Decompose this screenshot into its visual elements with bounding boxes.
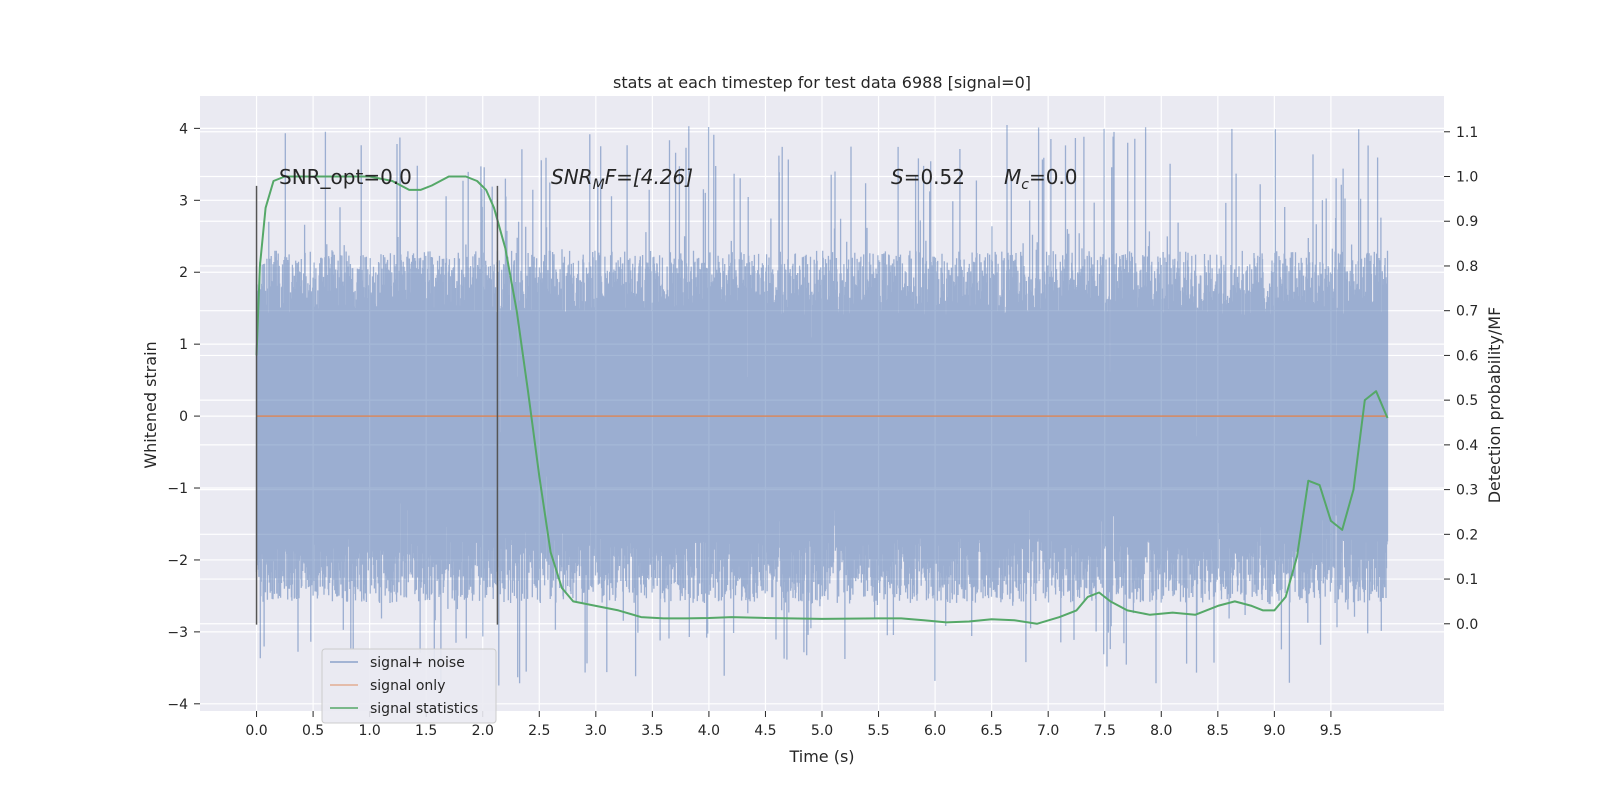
y-left-tick-label: 3	[179, 193, 188, 209]
y-right-axis-label: Detection probability/MF	[1485, 307, 1504, 504]
y-left-axis-label: Whitened strain	[141, 341, 160, 468]
x-tick-label: 3.5	[641, 723, 663, 739]
annotation-snr-mf-base: SNR	[551, 165, 593, 189]
y-left-tick-label: −1	[167, 481, 188, 497]
x-tick-label: 0.5	[302, 723, 324, 739]
annotation-s-value: =0.52	[904, 165, 965, 189]
x-tick-label: 4.0	[698, 723, 720, 739]
x-axis-label: Time (s)	[788, 747, 854, 766]
marker-lines	[255, 185, 499, 625]
x-tick-label: 5.5	[867, 723, 889, 739]
y-left-tick-label: −3	[167, 625, 188, 641]
y-right-tick-label: 0.1	[1456, 572, 1478, 588]
x-tick-label: 7.0	[1037, 723, 1059, 739]
chart-title: stats at each timestep for test data 698…	[613, 73, 1031, 92]
annotation-s-label: S	[891, 165, 904, 189]
y-right-tick-label: 0.6	[1456, 348, 1478, 364]
y-right-tick-label: 0.2	[1456, 527, 1478, 543]
x-tick-label: 5.0	[811, 723, 833, 739]
legend-label-signal-statistics: signal statistics	[370, 701, 478, 717]
x-tick-label: 4.5	[754, 723, 776, 739]
x-tick-label: 1.0	[359, 723, 381, 739]
x-tick-label: 2.5	[528, 723, 550, 739]
y-left-tick-label: −4	[167, 697, 188, 713]
y-left-tick-label: −2	[167, 553, 188, 569]
annotation-snr-mf-sub: M	[593, 177, 605, 193]
annotation-mc-value: =0.0	[1029, 165, 1078, 189]
series-signal-statistics	[255, 175, 1389, 625]
y-right-tick-label: 0.3	[1456, 483, 1478, 499]
annotation-mc: Mc=0.0	[1004, 165, 1078, 193]
legend-box	[321, 648, 497, 724]
x-tick-label: 0.0	[245, 723, 267, 739]
signal-statistics-line	[255, 175, 1389, 625]
y-right-tick-label: 1.0	[1456, 170, 1478, 186]
x-tick-label: 3.0	[585, 723, 607, 739]
x-tick-label: 7.5	[1094, 723, 1116, 739]
y-left-tick-label: 2	[179, 265, 188, 281]
annotation-s: S=0.52	[891, 165, 965, 189]
annotation-snr-mf: SNRMF=[4.26]	[551, 165, 693, 193]
y-right-tick-label: 0.7	[1456, 304, 1478, 320]
x-tick-label: 9.0	[1263, 723, 1285, 739]
y-left-tick-label: 0	[179, 409, 188, 425]
x-tick-label: 9.5	[1320, 723, 1342, 739]
x-axis-ticks: 0.0 0.5 1.0 1.5 2.0 2.5 3.0 3.5 4.0 4.5 5.0 5.5 6.0 6…	[245, 711, 1342, 739]
y-right-tick-label: 0.0	[1456, 617, 1478, 633]
annotation-mc-base: M	[1004, 165, 1021, 189]
legend-label-signal-noise: signal+ noise	[370, 655, 465, 671]
x-tick-label: 8.0	[1150, 723, 1172, 739]
annotation-mc-sub: c	[1021, 177, 1029, 193]
x-tick-label: 2.0	[472, 723, 494, 739]
x-tick-label: 8.5	[1207, 723, 1229, 739]
x-tick-label: 6.0	[924, 723, 946, 739]
y-right-tick-label: 0.4	[1456, 438, 1478, 454]
legend: signal+ noise signal only signal statist…	[321, 648, 497, 724]
annotation-snr-mf-rest: F=[4.26]	[605, 165, 693, 189]
annotation-snr-opt: SNR_opt=0.0	[279, 165, 412, 189]
x-tick-label: 6.5	[981, 723, 1003, 739]
y-right-tick-label: 0.9	[1456, 214, 1478, 230]
y-left-tick-label: 1	[179, 337, 188, 353]
legend-label-signal-only: signal only	[370, 678, 445, 694]
y-right-tick-label: 0.8	[1456, 259, 1478, 275]
y-left-tick-label: 4	[179, 121, 188, 137]
y-left-axis-ticks: 4 3 2 1 0 −1 −2 −3 −4	[167, 121, 200, 713]
y-right-axis-ticks: 1.1 1.0 0.9 0.8 0.7 0.6 0.5 0.4 0.3 0.2 0.1 0.0	[1444, 125, 1478, 633]
y-right-tick-label: 1.1	[1456, 125, 1478, 141]
y-right-tick-label: 0.5	[1456, 393, 1478, 409]
x-tick-label: 1.5	[415, 723, 437, 739]
